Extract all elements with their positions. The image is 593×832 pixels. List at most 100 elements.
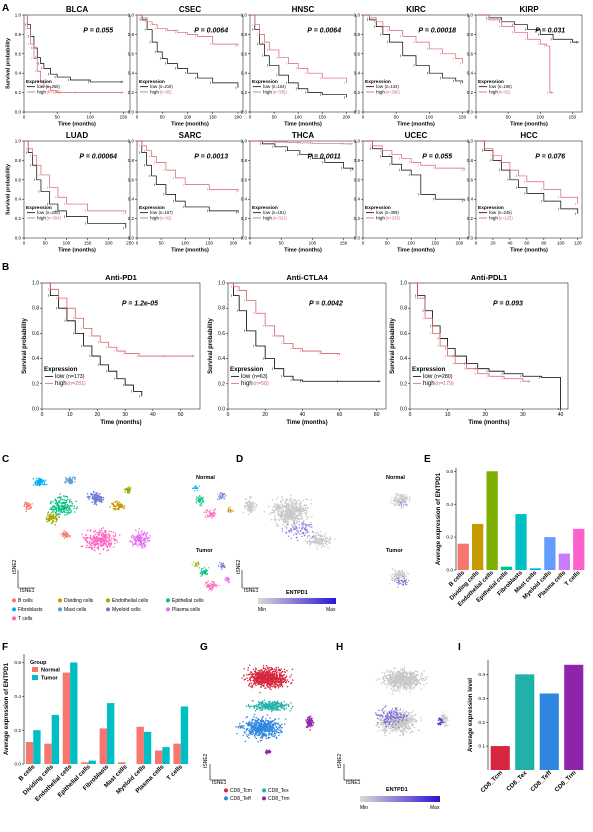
km-title: HCC (520, 131, 538, 140)
g-teff-point (263, 729, 265, 731)
d-main-grey-2-point (306, 542, 309, 545)
d-main-expr-point (296, 536, 298, 539)
d-normal-expr-point (394, 504, 396, 506)
c-cluster-4-point (86, 540, 88, 543)
d-main-grey-0-point (284, 517, 287, 520)
g-teff-point (265, 719, 267, 722)
g-tcm-point (255, 677, 257, 679)
d-normal-expr-point (403, 504, 405, 506)
d-normal-grey-0-point (402, 506, 404, 508)
bar (472, 523, 484, 570)
d-main-grey-2-point (315, 532, 317, 535)
c-cluster-6-point (36, 483, 38, 486)
g-tcm-point (271, 671, 274, 674)
c-cluster-3-point (112, 505, 115, 508)
km-legend-high-n: (n=58) (253, 381, 269, 387)
c-cluster-1-point (93, 499, 96, 502)
g-teff-point (257, 734, 259, 737)
c-normal-cluster-2-point (211, 514, 213, 516)
c-normal-cluster-1-point (217, 498, 219, 500)
g-teff-point (251, 728, 254, 731)
km-legend-high: high (489, 89, 498, 95)
c-tumor-cluster-3-point (224, 578, 226, 580)
km-x-label: Time (months) (510, 248, 548, 254)
c-tumor-cluster-2-point (205, 581, 207, 584)
g-tcm-point (287, 681, 290, 683)
d-main-grey-0-point (294, 508, 297, 511)
km-x-label: Time (months) (284, 122, 322, 128)
g-teff-point (268, 724, 271, 727)
d-tumor-expr-point (403, 578, 405, 580)
d-normal-grey-0-point (389, 500, 391, 502)
c-normal-cluster-0-point (201, 505, 203, 507)
c-tumor-cluster-4-point (195, 562, 198, 564)
km-x-label: Time (months) (284, 248, 322, 254)
c-normal-cluster-0-point (199, 494, 201, 497)
g-tcm-point (278, 669, 281, 671)
c-cluster-4-point (106, 539, 108, 541)
km-ytick-label: 0.4 (32, 356, 39, 362)
bar-normal (173, 743, 181, 764)
g-teff-point (263, 730, 265, 733)
g-teff-point (253, 725, 256, 728)
c-cluster-1-point (100, 499, 102, 501)
c-tumor-cluster-3-point (227, 578, 229, 580)
c-normal-cluster-0-point (196, 502, 198, 504)
g-teff-point (251, 731, 253, 734)
c-tumor-cluster-2-point (205, 582, 207, 585)
km-title: SARC (179, 131, 202, 140)
d-tumor-grey-0-point (392, 577, 394, 579)
km-xtick-label: 50 (55, 115, 61, 120)
c-legend-swatch (166, 598, 170, 603)
d-tumor-grey-0-point (408, 573, 410, 575)
d-main-expr-point (292, 525, 294, 527)
c-cluster-5-point (145, 532, 148, 535)
c-cluster-4-point (91, 538, 93, 540)
km-xtick-label: 0 (227, 412, 230, 418)
c-tumor-cluster-2-point (212, 588, 214, 590)
d-main-grey-2-point (323, 540, 326, 542)
d-main-grey-0-point (290, 511, 292, 513)
d-main-grey-0-point (304, 507, 307, 509)
g-tcm-point (283, 668, 286, 671)
c-cluster-5-point (146, 531, 149, 534)
km-curve-low (410, 282, 561, 409)
c-normal-cluster-2-point (212, 512, 214, 514)
c-cluster-1-point (96, 494, 99, 497)
c-cluster-0-point (67, 512, 69, 515)
g-tex-point (257, 703, 260, 706)
c-cluster-0-point (65, 509, 68, 511)
c-normal-cluster-2-point (209, 513, 211, 515)
c-cluster-4-point (112, 531, 115, 533)
c-cluster-4-point (96, 543, 98, 545)
g-teff-point (269, 726, 272, 728)
g-teff-point (251, 733, 254, 735)
km-curve-high (250, 14, 347, 83)
d-main-grey-0-point (310, 521, 312, 524)
g-teff-point (256, 725, 258, 727)
d-main-expr (281, 521, 315, 542)
g-teff-point (280, 731, 283, 733)
c-cluster-5-point (131, 545, 134, 547)
d-main-grey-0-point (279, 505, 281, 508)
g-teff-point (265, 737, 267, 740)
c-cluster-1-point (99, 492, 101, 495)
c-cluster-0-point (57, 509, 59, 512)
c-normal-cluster-4-point (198, 485, 200, 487)
d-main-grey-2-point (328, 538, 330, 541)
d-main-grey-2-point (314, 540, 316, 543)
c-cluster-1-point (96, 500, 98, 502)
c-normal-cluster-4-point (195, 487, 197, 489)
c-cluster-9-point (69, 534, 71, 537)
c-legend-label: Mast cells (64, 607, 87, 613)
d-tumor-grey-0-point (395, 575, 397, 577)
g-tcm-point (270, 668, 273, 671)
d-main-grey-0-point (291, 498, 294, 500)
g-tcm-point (283, 670, 286, 673)
c-cluster-4-point (90, 545, 92, 548)
g-tcm-point (250, 676, 252, 678)
bar-y-label: Average expression of ENTPD1 (3, 662, 10, 755)
bar-ytick-label: 0.6 (446, 469, 453, 475)
km-ytick-label: 0.2 (400, 381, 407, 387)
km-ytick-label: 0.8 (15, 32, 22, 37)
